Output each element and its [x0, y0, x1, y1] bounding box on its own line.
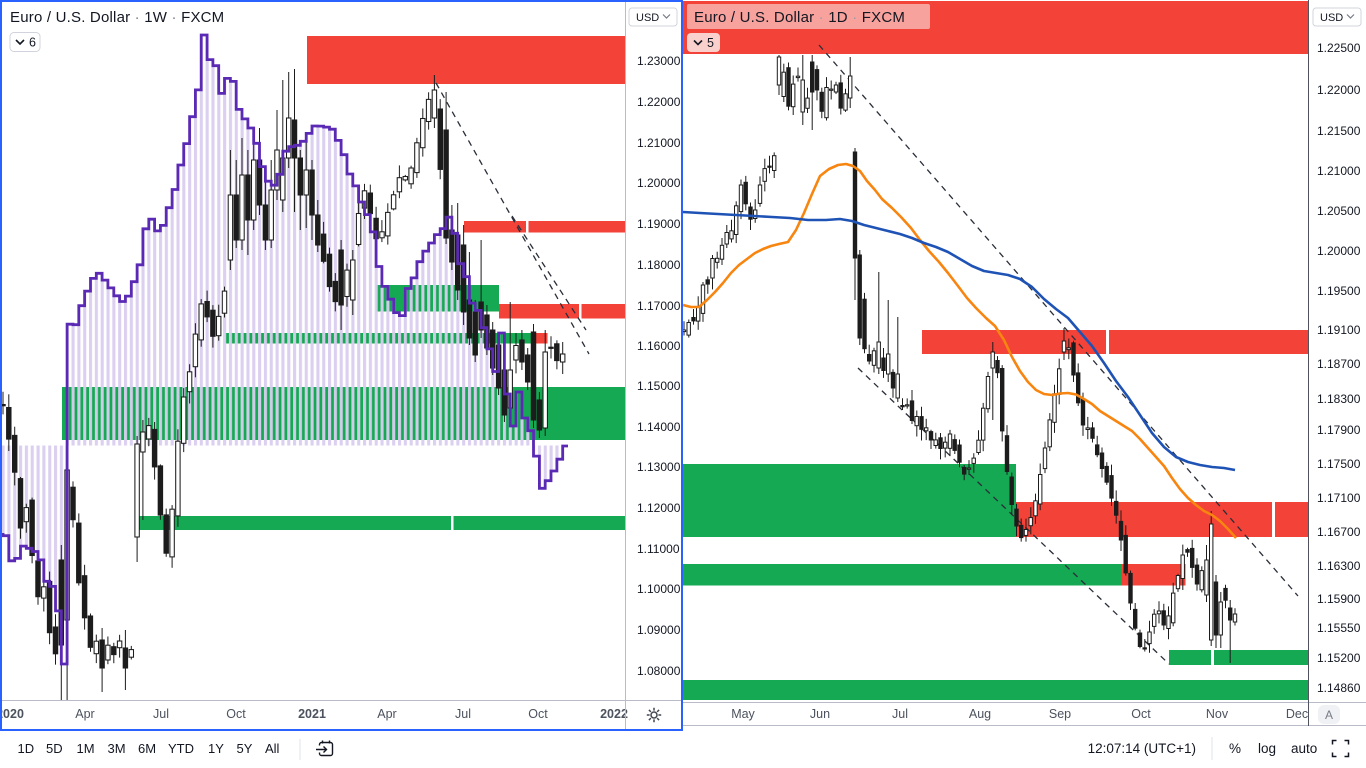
svg-text:Dec: Dec: [1286, 707, 1308, 721]
svg-text:1.16700: 1.16700: [1317, 525, 1361, 539]
svg-text:6M: 6M: [138, 741, 156, 756]
svg-text:Jul: Jul: [892, 707, 908, 721]
svg-text:1.23000: 1.23000: [637, 54, 681, 68]
svg-text:USD: USD: [1320, 12, 1343, 24]
svg-text:1.17000: 1.17000: [637, 299, 681, 313]
svg-text:1.15200: 1.15200: [1317, 651, 1361, 665]
svg-text:Aug: Aug: [969, 707, 991, 721]
svg-text:1.13000: 1.13000: [637, 460, 681, 474]
svg-text:1.20000: 1.20000: [637, 176, 681, 190]
svg-text:Apr: Apr: [377, 707, 396, 721]
svg-text:1.22500: 1.22500: [1317, 41, 1361, 55]
svg-text:1.19000: 1.19000: [637, 217, 681, 231]
svg-text:Jul: Jul: [153, 707, 169, 721]
svg-text:USD: USD: [636, 12, 659, 24]
svg-text:2022: 2022: [600, 707, 628, 721]
svg-text:1.19100: 1.19100: [1317, 323, 1361, 337]
svg-text:3M: 3M: [108, 741, 126, 756]
svg-text:1.15000: 1.15000: [637, 379, 681, 393]
svg-text:Apr: Apr: [75, 707, 94, 721]
svg-text:Oct: Oct: [1131, 707, 1151, 721]
svg-text:All: All: [265, 741, 280, 756]
svg-text:1.17100: 1.17100: [1317, 491, 1361, 505]
svg-text:1.14860: 1.14860: [1317, 681, 1361, 695]
svg-text:Oct: Oct: [226, 707, 246, 721]
svg-text:log: log: [1258, 741, 1276, 756]
svg-text:Nov: Nov: [1206, 707, 1229, 721]
svg-text:5: 5: [707, 36, 714, 50]
svg-text:1.20500: 1.20500: [1317, 204, 1361, 218]
svg-text:1.22000: 1.22000: [637, 95, 681, 109]
svg-text:1.21000: 1.21000: [1317, 164, 1361, 178]
svg-text:%: %: [1229, 741, 1241, 756]
svg-text:2020: 2020: [0, 707, 24, 721]
svg-text:1.08000: 1.08000: [637, 664, 681, 678]
svg-text:1.11000: 1.11000: [637, 542, 680, 556]
svg-text:Jun: Jun: [810, 707, 830, 721]
svg-text:1.15900: 1.15900: [1317, 592, 1361, 606]
svg-text:Sep: Sep: [1049, 707, 1071, 721]
svg-text:Euro / U.S. Dollar · 1D · FXCM: Euro / U.S. Dollar · 1D · FXCM: [694, 9, 905, 26]
svg-text:5D: 5D: [46, 741, 63, 756]
svg-text:1.22000: 1.22000: [1317, 83, 1361, 97]
svg-text:1.16300: 1.16300: [1317, 559, 1361, 573]
svg-text:1.21000: 1.21000: [637, 136, 681, 150]
svg-text:5Y: 5Y: [237, 741, 253, 756]
svg-text:1.12000: 1.12000: [637, 501, 681, 515]
svg-text:1.17900: 1.17900: [1317, 423, 1361, 437]
svg-text:6: 6: [29, 36, 36, 50]
svg-text:YTD: YTD: [168, 741, 194, 756]
svg-text:1D: 1D: [18, 741, 35, 756]
svg-text:1.15550: 1.15550: [1317, 621, 1361, 635]
svg-text:1.18700: 1.18700: [1317, 357, 1361, 371]
svg-text:Euro / U.S. Dollar · 1W · FXCM: Euro / U.S. Dollar · 1W · FXCM: [10, 9, 224, 26]
svg-text:A: A: [1325, 708, 1333, 722]
svg-text:1.18300: 1.18300: [1317, 392, 1361, 406]
svg-text:12:07:14 (UTC+1): 12:07:14 (UTC+1): [1088, 741, 1196, 756]
svg-text:Jul: Jul: [455, 707, 471, 721]
svg-text:1Y: 1Y: [208, 741, 224, 756]
svg-text:May: May: [731, 707, 755, 721]
svg-text:1.17500: 1.17500: [1317, 457, 1361, 471]
svg-text:1.09000: 1.09000: [637, 623, 681, 637]
svg-text:1.16000: 1.16000: [637, 339, 681, 353]
svg-text:1.19500: 1.19500: [1317, 284, 1361, 298]
svg-text:1M: 1M: [77, 741, 95, 756]
svg-text:1.14000: 1.14000: [637, 420, 681, 434]
svg-text:auto: auto: [1291, 741, 1317, 756]
svg-text:1.10000: 1.10000: [637, 582, 681, 596]
svg-text:Oct: Oct: [528, 707, 548, 721]
svg-text:1.20000: 1.20000: [1317, 244, 1361, 258]
svg-text:2021: 2021: [298, 707, 326, 721]
svg-text:1.21500: 1.21500: [1317, 124, 1361, 138]
svg-text:1.18000: 1.18000: [637, 258, 681, 272]
